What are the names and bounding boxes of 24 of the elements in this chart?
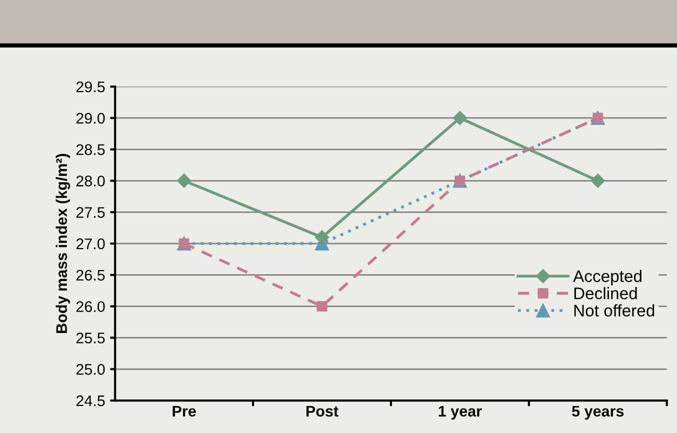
- x-tick-label: 5 years: [572, 406, 624, 420]
- y-axis-title: Body mass index (kg/m²): [56, 154, 70, 333]
- y-tick-label: 24.5: [76, 395, 105, 406]
- legend-label: Declined: [574, 287, 637, 300]
- point: [316, 301, 328, 312]
- point: [590, 174, 605, 188]
- y-tick-label: 28.5: [76, 144, 105, 156]
- y-tick-label: 26.0: [76, 301, 105, 312]
- point: [314, 230, 330, 244]
- y-tick-label: 29.5: [76, 81, 105, 92]
- y-tick-label: 27.5: [76, 207, 105, 218]
- y-tick-label: 26.5: [76, 270, 105, 281]
- y-tick-label: 28.0: [76, 176, 105, 186]
- point: [452, 110, 468, 126]
- legend-label: Accepted: [573, 270, 642, 286]
- point: [176, 174, 192, 188]
- y-tick-label: 29.0: [76, 112, 105, 124]
- y-tick-label: 27.0: [76, 238, 105, 250]
- y-tick-label: 25.0: [76, 364, 105, 375]
- x-tick-label: Post: [306, 406, 338, 417]
- x-tick-label: 1 year: [438, 406, 482, 420]
- y-tick-label: 25.5: [76, 332, 105, 344]
- legend-label: Not offered: [574, 304, 654, 316]
- x-tick-label: Pre: [172, 406, 196, 417]
